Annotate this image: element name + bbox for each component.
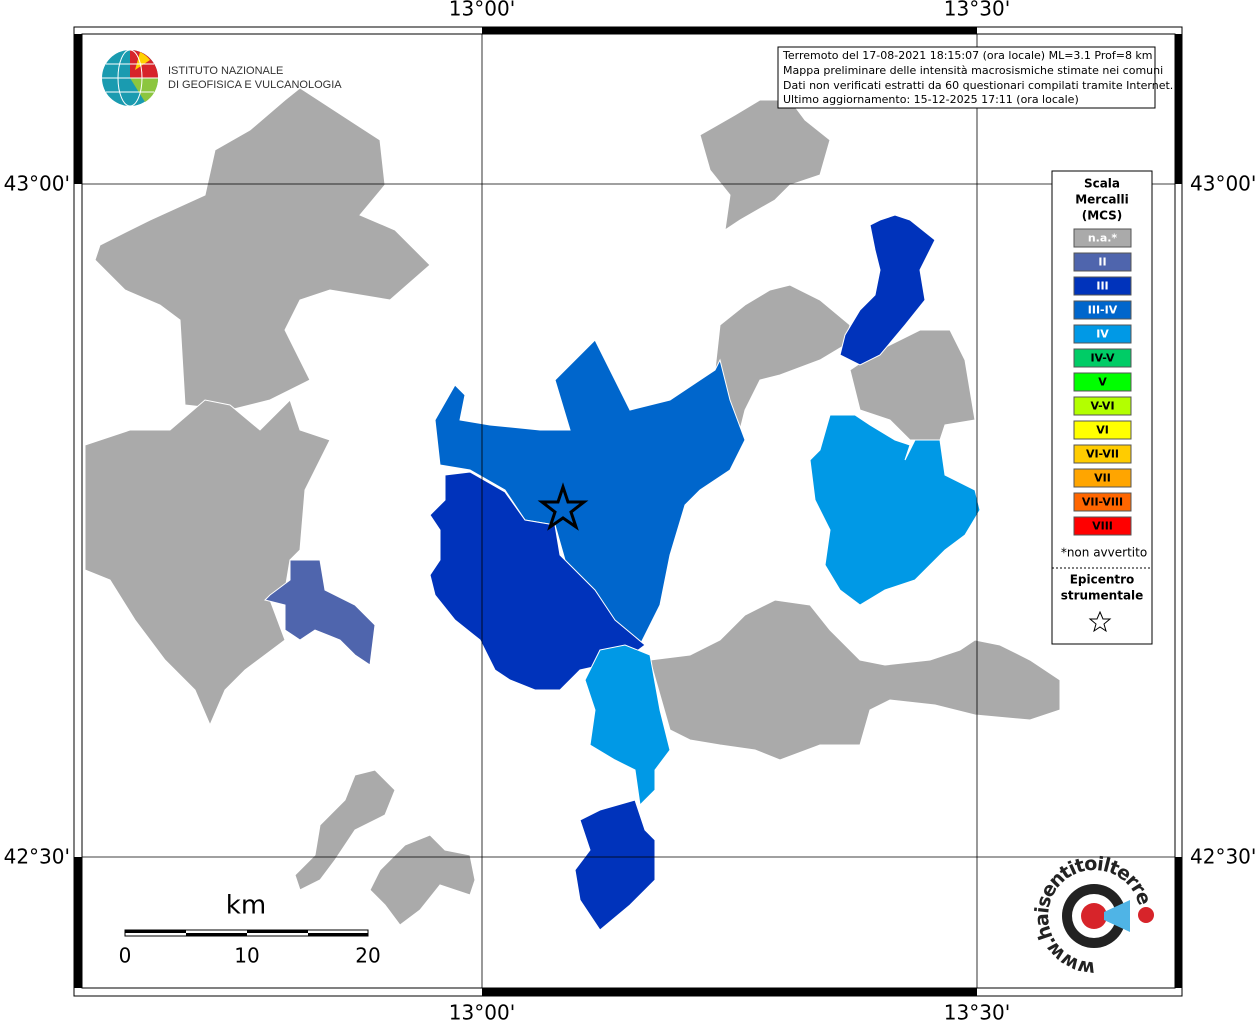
legend-label: IV-V bbox=[1090, 352, 1115, 365]
region bbox=[294, 769, 396, 891]
legend-swatch bbox=[1073, 228, 1132, 248]
region bbox=[809, 414, 981, 606]
legend-swatch bbox=[1073, 324, 1132, 344]
legend-swatch bbox=[1073, 396, 1132, 416]
region bbox=[714, 284, 851, 432]
frame-bar bbox=[1175, 34, 1182, 184]
watermark-ring bbox=[1081, 903, 1107, 929]
region bbox=[574, 799, 656, 931]
latitude-label: 42°30' bbox=[1190, 845, 1255, 869]
header: Terremoto del 17-08-2021 18:15:07 (ora l… bbox=[777, 46, 1173, 109]
legend-star bbox=[1088, 610, 1112, 633]
legend-title: (MCS) bbox=[1082, 209, 1123, 223]
legend-label: VII-VIII bbox=[1082, 496, 1123, 509]
legend-label: VI bbox=[1096, 424, 1109, 437]
longitude-label: 13°30' bbox=[944, 0, 1010, 21]
legend-swatch bbox=[1073, 276, 1132, 296]
header-line: Dati non verificati estratti da 60 quest… bbox=[783, 79, 1173, 92]
legend-swatch bbox=[1073, 444, 1132, 464]
legend-swatch bbox=[1073, 516, 1132, 536]
legend-swatch bbox=[1073, 372, 1132, 392]
legend-swatch bbox=[1073, 252, 1132, 272]
legend-label: III bbox=[1096, 280, 1108, 293]
region bbox=[649, 599, 1061, 761]
legend-label: VIII bbox=[1092, 520, 1113, 533]
longitude-label: 13°00' bbox=[449, 1001, 515, 1024]
scale-bar: km 0 10 20 bbox=[119, 891, 381, 968]
scale-label: 0 bbox=[119, 944, 132, 968]
header-box bbox=[777, 46, 1156, 109]
logo-globe-part bbox=[135, 52, 150, 70]
legend-label: VI-VII bbox=[1086, 448, 1119, 461]
header-line: Terremoto del 17-08-2021 18:15:07 (ora l… bbox=[782, 49, 1153, 62]
region bbox=[264, 559, 376, 666]
scale-label: 10 bbox=[234, 944, 259, 968]
legend-label: V bbox=[1098, 376, 1107, 389]
legend-epicenter: strumentale bbox=[1061, 589, 1144, 603]
region bbox=[584, 644, 671, 807]
scale-bar-segment bbox=[186, 933, 247, 936]
watermark-speaker bbox=[1104, 900, 1130, 932]
scale-bar-segment bbox=[308, 933, 368, 936]
legend-swatch bbox=[1073, 492, 1132, 512]
region bbox=[699, 99, 831, 232]
logo-text: DI GEOFISICA E VULCANOLOGIA bbox=[168, 79, 342, 91]
legend-label: III-IV bbox=[1088, 304, 1118, 317]
header-line: Mappa preliminare delle intensità macros… bbox=[783, 64, 1163, 77]
frame-bar bbox=[482, 988, 977, 996]
longitude-label: 13°00' bbox=[449, 0, 515, 21]
legend-label: VII bbox=[1094, 472, 1111, 485]
header-line: Ultimo aggiornamento: 15-12-2025 17:11 (… bbox=[783, 93, 1079, 106]
scale-unit: km bbox=[226, 891, 266, 921]
logo: ISTITUTO NAZIONALE DI GEOFISICA E VULCAN… bbox=[102, 49, 342, 107]
legend-swatch bbox=[1073, 300, 1132, 320]
legend-swatch bbox=[1073, 468, 1132, 488]
region bbox=[94, 87, 431, 411]
watermark-badge bbox=[1138, 907, 1154, 923]
region bbox=[839, 214, 936, 366]
scale-bar-segment bbox=[247, 930, 308, 933]
legend-note: *non avvertito bbox=[1061, 546, 1147, 560]
legend: ScalaMercalli(MCS)n.a.*IIIIIIII-IVIVIV-V… bbox=[1051, 170, 1153, 645]
latitude-label: 42°30' bbox=[4, 845, 70, 869]
frame bbox=[73, 26, 1183, 997]
legend-label: II bbox=[1098, 256, 1106, 269]
legend-label: IV bbox=[1096, 328, 1109, 341]
municipalities bbox=[84, 87, 1061, 931]
scale-bar-segment bbox=[125, 930, 186, 933]
logo-globe-part bbox=[130, 78, 159, 102]
frame-bar bbox=[74, 34, 82, 184]
legend-title: Mercalli bbox=[1075, 193, 1129, 207]
latitude-label: 43°00' bbox=[4, 172, 70, 196]
frame-bar bbox=[1175, 857, 1182, 988]
latitude-label: 43°00' bbox=[1190, 172, 1255, 196]
legend-swatch bbox=[1073, 420, 1132, 440]
region bbox=[369, 834, 476, 926]
frame-bar bbox=[74, 857, 82, 988]
scale-label: 20 bbox=[355, 944, 380, 968]
legend-label: V-VI bbox=[1090, 400, 1114, 413]
legend-swatch bbox=[1073, 348, 1132, 368]
legend-title: Scala bbox=[1084, 177, 1120, 191]
longitude-label: 13°30' bbox=[944, 1001, 1010, 1024]
legend-epicenter: Epicentro bbox=[1070, 573, 1135, 587]
frame-bar bbox=[482, 27, 977, 34]
region bbox=[849, 329, 976, 441]
logo-text: ISTITUTO NAZIONALE bbox=[168, 65, 283, 77]
graticule bbox=[82, 34, 1175, 988]
epicenter-star bbox=[537, 482, 589, 531]
legend-label: n.a.* bbox=[1088, 232, 1118, 245]
